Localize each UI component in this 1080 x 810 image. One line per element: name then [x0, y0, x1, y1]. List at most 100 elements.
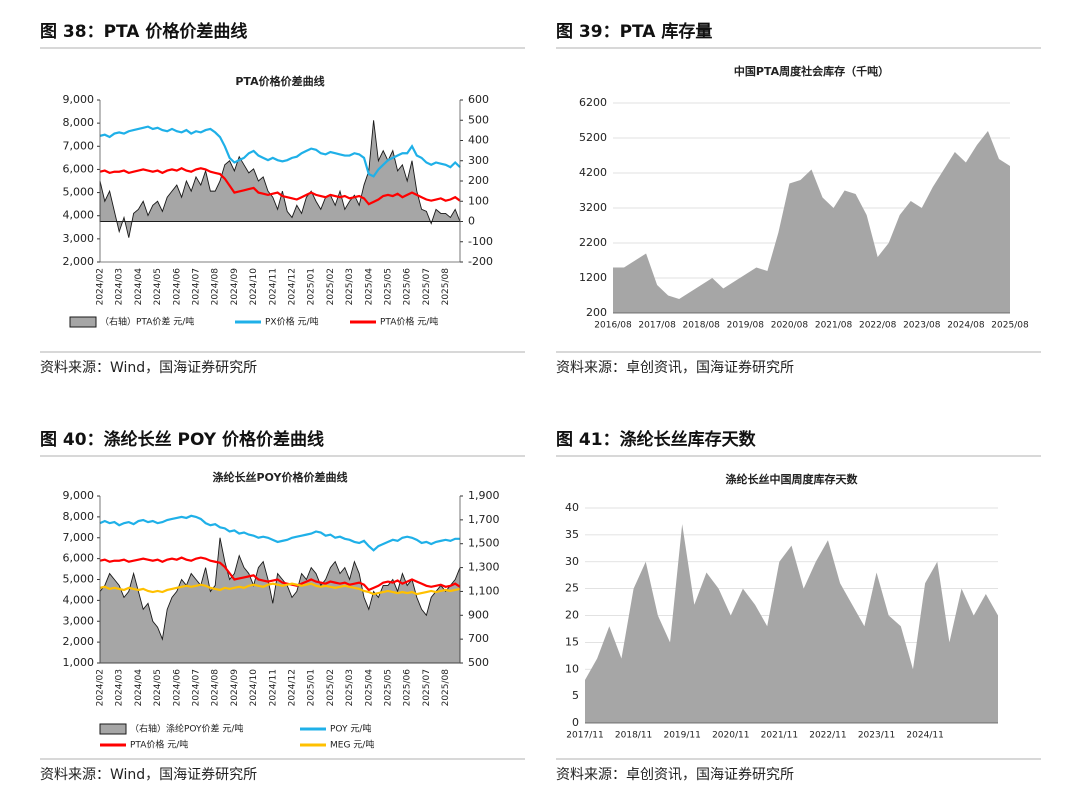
x-tick-label: 2022/11	[809, 731, 846, 741]
x-tick-label: 2025/06	[403, 268, 413, 306]
x-tick-label: 2025/05	[384, 669, 394, 706]
x-tick-label: 2024/05	[153, 268, 163, 305]
y-tick-label: 30	[565, 555, 579, 568]
y-tick-label: 8,000	[63, 116, 95, 129]
legend-label: PX价格 元/吨	[265, 316, 319, 328]
x-tick-label: 2024/11	[268, 669, 278, 706]
y2-tick-label: 700	[468, 632, 489, 645]
x-tick-label: 2025/03	[345, 268, 355, 305]
y-tick-label: 10	[565, 662, 579, 675]
x-tick-label: 2025/07	[422, 669, 432, 706]
y2-tick-label: 400	[468, 134, 489, 147]
legend-swatch	[99, 723, 127, 735]
chart-title: 涤纶长丝POY价格价差曲线	[213, 470, 348, 484]
figure-title: 图 41：涤纶长丝库存天数	[556, 429, 757, 450]
x-tick-label: 2024/08	[211, 669, 221, 707]
source: 资料来源：Wind，国海证券研究所	[40, 360, 257, 376]
x-tick-label: 2024/04	[134, 669, 144, 707]
chart-title: PTA价格价差曲线	[235, 74, 324, 88]
legend-label: （右轴）涤纶POY价差 元/吨	[130, 723, 243, 735]
y-tick-label: 3,000	[63, 232, 95, 245]
x-tick-label: 2025/02	[326, 669, 336, 706]
y-tick-label: 6200	[579, 96, 607, 109]
x-tick-label: 2025/03	[345, 669, 355, 706]
x-tick-label: 2025/05	[384, 268, 394, 305]
line	[99, 556, 461, 592]
y-tick-label: 5,000	[63, 573, 95, 586]
x-tick-label: 2024/08	[947, 321, 985, 331]
x-tick-label: 2016/08	[594, 321, 632, 331]
x-tick-label: 2021/11	[761, 731, 798, 741]
x-tick-label: 2025/08	[441, 669, 451, 707]
y-tick-label: 2,000	[63, 635, 95, 648]
legend-label: PTA价格 元/吨	[130, 739, 188, 751]
y-tick-label: 1200	[579, 271, 607, 284]
chart-title: 涤纶长丝中国周度库存天数	[726, 472, 859, 486]
x-tick-label: 2024/08	[211, 268, 221, 306]
line	[99, 125, 461, 178]
x-tick-label: 2024/10	[249, 268, 259, 306]
legend-label: POY 元/吨	[330, 723, 371, 735]
x-tick-label: 2017/11	[566, 731, 603, 741]
x-tick-label: 2024/02	[96, 268, 106, 305]
x-tick-label: 2022/08	[859, 321, 897, 331]
y-tick-label: 1,000	[63, 656, 95, 669]
chart-title: 中国PTA周度社会库存（千吨）	[734, 64, 889, 78]
y-tick-label: 8,000	[63, 510, 95, 523]
y-tick-label: 4,000	[63, 593, 95, 606]
source: 资料来源：Wind，国海证券研究所	[40, 767, 257, 783]
y2-tick-label: 100	[468, 194, 489, 207]
x-tick-label: 2019/08	[727, 321, 765, 331]
legend-label: （右轴）PTA价差 元/吨	[100, 316, 194, 328]
y2-tick-label: 1,100	[468, 584, 500, 597]
x-tick-label: 2020/08	[771, 321, 809, 331]
x-tick-label: 2024/06	[172, 268, 182, 306]
x-tick-label: 2024/11	[906, 731, 943, 741]
x-tick-label: 2018/08	[683, 321, 721, 331]
y-tick-label: 4200	[579, 166, 607, 179]
y2-tick-label: 300	[468, 154, 489, 167]
x-tick-label: 2025/02	[326, 268, 336, 305]
area	[613, 131, 1010, 313]
area	[99, 537, 461, 664]
x-tick-label: 2024/07	[192, 268, 202, 305]
x-tick-label: 2024/02	[96, 669, 106, 706]
y2-tick-label: 200	[468, 174, 489, 187]
y-tick-label: 3,000	[63, 614, 95, 627]
y-tick-label: 5,000	[63, 186, 95, 199]
x-tick-label: 2024/10	[249, 669, 259, 707]
x-tick-label: 2021/08	[815, 321, 853, 331]
y-tick-label: 7,000	[63, 139, 95, 152]
x-tick-label: 2024/09	[230, 669, 240, 707]
y2-tick-label: 1,900	[468, 489, 500, 502]
x-tick-label: 2023/11	[858, 731, 895, 741]
x-tick-label: 2023/08	[903, 321, 941, 331]
y-tick-label: 2200	[579, 236, 607, 249]
y-tick-label: 5	[572, 689, 579, 702]
x-tick-label: 2025/08	[441, 268, 451, 306]
y2-tick-label: 900	[468, 608, 489, 621]
y2-tick-label: 0	[468, 215, 475, 228]
y-tick-label: 200	[586, 306, 607, 319]
y-tick-label: 4,000	[63, 209, 95, 222]
x-tick-label: 2025/01	[307, 268, 317, 305]
figure-title: 图 40：涤纶长丝 POY 价格价差曲线	[40, 429, 324, 450]
y-tick-label: 6,000	[63, 552, 95, 565]
figure-title: 图 39：PTA 库存量	[556, 21, 712, 42]
y-tick-label: 5200	[579, 131, 607, 144]
legend-label: MEG 元/吨	[330, 739, 374, 751]
y2-tick-label: 1,500	[468, 537, 500, 550]
y-tick-label: 7,000	[63, 531, 95, 544]
y2-tick-label: 500	[468, 656, 489, 669]
y-tick-label: 2,000	[63, 255, 95, 268]
x-tick-label: 2025/04	[364, 268, 374, 306]
y-tick-label: 6,000	[63, 162, 95, 175]
x-tick-label: 2024/03	[115, 268, 125, 305]
area	[585, 524, 998, 723]
area	[99, 120, 461, 238]
x-tick-label: 2024/05	[153, 669, 163, 706]
x-tick-label: 2025/06	[403, 669, 413, 707]
x-tick-label: 2025/04	[364, 669, 374, 707]
y-tick-label: 20	[565, 609, 579, 622]
